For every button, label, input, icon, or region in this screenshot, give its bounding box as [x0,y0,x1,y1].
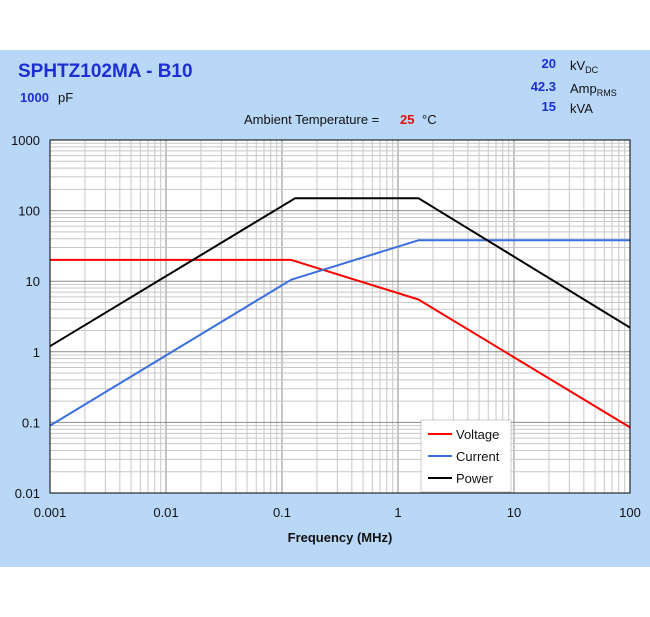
series-line-current [49,239,630,427]
x-tick-label: 100 [619,505,641,520]
ambient-temperature-value: 25 [400,112,415,127]
legend-label-power: Power [456,471,494,486]
x-tick-label: 0.1 [273,505,291,520]
current-rating-value: 42.3 [530,79,556,94]
legend-label-current: Current [456,449,500,464]
chart-title: SPHTZ102MA - B10 [18,61,193,82]
legend: Voltage Current Power [420,419,512,493]
x-axis-title: Frequency (MHz) [288,530,393,545]
voltage-rating-value: 20 [541,56,556,71]
axis-ticks: 0.001 0.01 0.1 1 10 100 0.01 0.1 1 10 100 1000 [11,133,641,520]
current-rating-unit: AmpRMS [570,81,617,98]
grid [49,140,630,494]
power-rating-unit: kVA [570,101,593,116]
x-tick-label: 0.01 [153,505,178,520]
x-tick-label: 10 [507,505,521,520]
ambient-temperature-unit: °C [422,112,437,127]
power-rating-value: 15 [541,99,556,114]
y-tick-label: 1000 [11,133,40,148]
voltage-rating-unit: kVDC [570,58,599,75]
capacitance-unit: pF [58,90,74,105]
legend-label-voltage: Voltage [456,427,499,442]
x-tick-label: 1 [394,505,401,520]
plot-area [50,140,630,493]
y-tick-label: 0.1 [22,415,40,430]
y-tick-label: 100 [18,204,40,219]
y-tick-label: 1 [33,345,40,360]
series-line-power [49,197,631,348]
series-lines [49,197,631,429]
capacitance-value: 1000 [20,90,49,105]
ambient-temperature-label: Ambient Temperature = [244,112,380,127]
legend-box [420,419,512,493]
y-tick-label: 0.01 [15,486,40,501]
y-tick-label: 10 [26,274,40,289]
x-tick-label: 0.001 [34,505,67,520]
plot-frame [49,139,631,494]
series-line-voltage [50,258,631,429]
